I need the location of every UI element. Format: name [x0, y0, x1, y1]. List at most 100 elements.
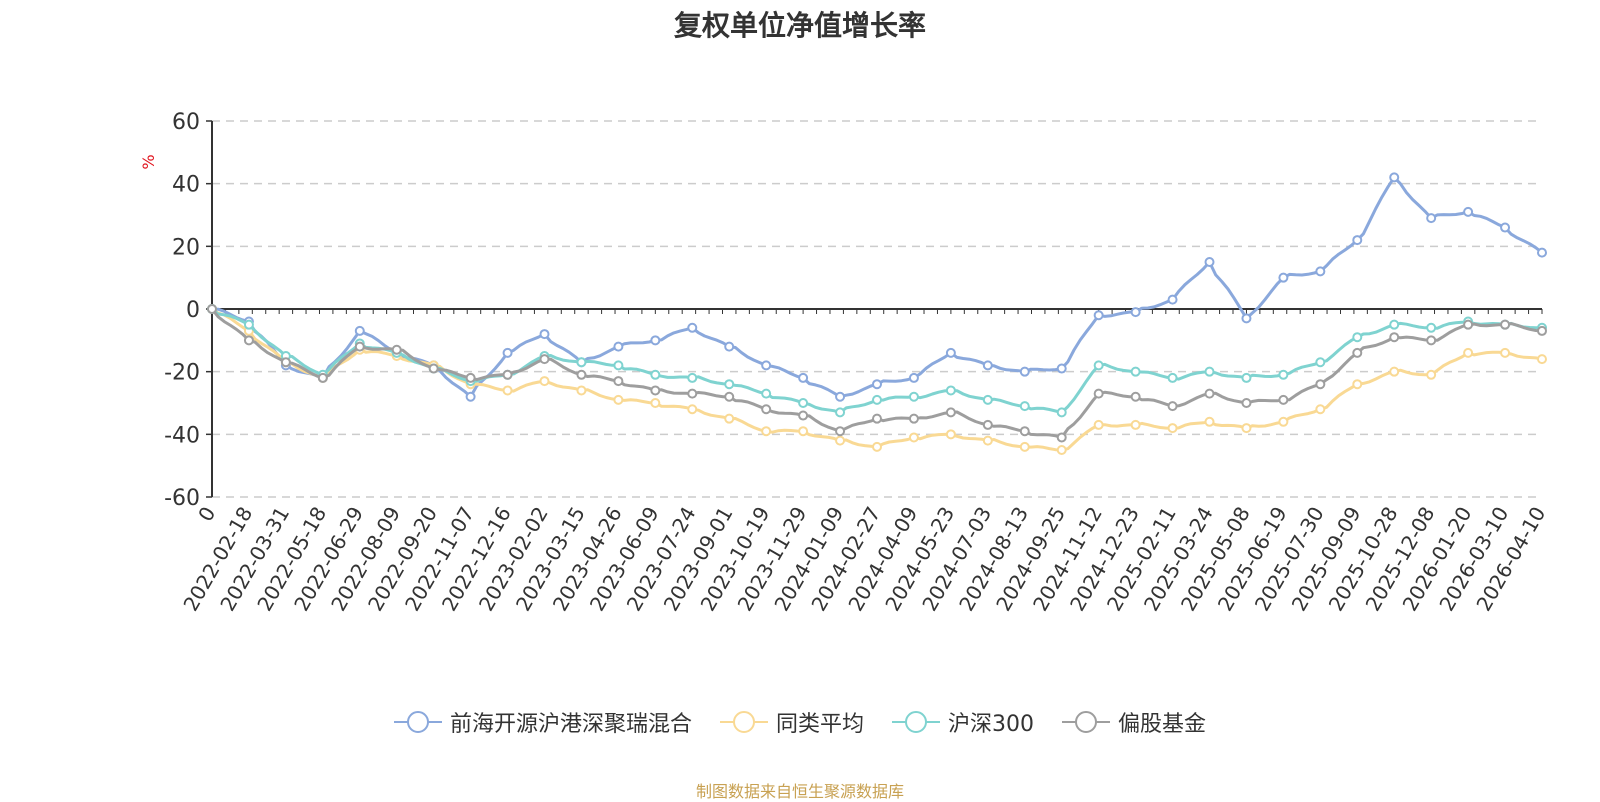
data-point-peer — [1389, 366, 1400, 377]
legend-item-hs300[interactable]: 沪深300 — [892, 706, 1034, 738]
data-point-equity — [1389, 332, 1400, 343]
data-point-fund — [798, 372, 809, 383]
data-point-equity — [354, 341, 365, 352]
legend-peer-marker-icon — [719, 711, 768, 733]
data-point-equity — [207, 304, 217, 314]
data-point-hs300 — [724, 379, 735, 390]
data-point-fund — [1352, 235, 1363, 246]
data-point-peer — [835, 435, 846, 446]
y-tick-label: -60 — [164, 486, 200, 511]
data-point-equity — [761, 404, 772, 415]
data-point-equity — [613, 376, 624, 387]
data-point-peer — [1352, 379, 1363, 390]
data-point-fund — [761, 360, 772, 371]
data-point-fund — [1167, 294, 1178, 305]
data-point-peer — [1056, 445, 1067, 455]
data-point-fund — [835, 391, 846, 402]
data-point-fund — [687, 322, 698, 333]
data-point-equity — [908, 413, 919, 424]
data-point-fund — [613, 341, 624, 352]
data-point-equity — [1241, 398, 1252, 408]
data-point-hs300 — [1093, 360, 1104, 371]
data-point-equity — [539, 354, 550, 365]
data-point-hs300 — [945, 385, 956, 396]
data-point-equity — [428, 363, 439, 374]
data-point-equity — [982, 419, 993, 430]
axis-layer: -60-40-20020406002022-02-182022-03-31202… — [164, 110, 1550, 615]
data-point-peer — [1500, 347, 1511, 358]
data-point-fund — [1093, 310, 1104, 321]
data-point-equity — [1463, 319, 1474, 330]
data-point-equity — [280, 357, 291, 368]
data-point-fund — [1389, 172, 1400, 183]
data-point-peer — [687, 404, 698, 415]
legend-item-equity[interactable]: 偏股基金 — [1062, 706, 1206, 738]
x-tick-label: 0 — [193, 503, 220, 526]
data-point-hs300 — [908, 391, 919, 402]
data-point-hs300 — [576, 357, 587, 368]
data-point-equity — [576, 369, 587, 380]
legend-hs300-marker-icon — [892, 711, 940, 733]
data-point-equity — [1019, 426, 1030, 437]
legend-item-fund[interactable]: 前海开源沪港深聚瑞混合 — [393, 706, 692, 738]
y-tick-label: 40 — [172, 173, 200, 198]
data-point-fund — [1463, 206, 1474, 217]
data-point-fund — [982, 360, 993, 371]
data-point-peer — [1204, 416, 1215, 427]
data-point-equity — [317, 372, 328, 383]
data-point-hs300 — [687, 372, 698, 383]
legend-equity-label: 偏股基金 — [1118, 712, 1207, 737]
grid-layer — [212, 120, 1542, 498]
data-point-fund — [1278, 272, 1289, 283]
data-point-hs300 — [613, 360, 624, 371]
data-point-equity — [243, 335, 254, 346]
data-point-fund — [908, 372, 919, 383]
data-point-equity — [1500, 319, 1511, 330]
data-point-equity — [1056, 432, 1067, 443]
data-point-hs300 — [243, 319, 254, 330]
data-point-hs300 — [1426, 322, 1437, 333]
data-point-fund — [1130, 307, 1141, 318]
data-point-peer — [1537, 354, 1547, 365]
data-point-peer — [872, 441, 882, 452]
data-point-equity — [798, 410, 809, 421]
data-point-equity — [650, 385, 661, 396]
data-point-peer — [1463, 347, 1474, 358]
data-point-equity — [1167, 401, 1178, 412]
data-point-peer — [502, 385, 513, 396]
data-point-fund — [539, 329, 550, 340]
legend-item-peer[interactable]: 同类平均 — [719, 706, 864, 738]
data-point-hs300 — [1389, 319, 1400, 330]
data-point-peer — [724, 413, 735, 424]
data-point-equity — [835, 426, 846, 437]
data-point-hs300 — [835, 407, 846, 418]
data-point-equity — [687, 388, 698, 399]
data-point-fund — [872, 379, 882, 390]
data-point-peer — [1315, 404, 1326, 415]
data-point-peer — [1019, 441, 1030, 452]
data-point-fund — [354, 325, 365, 336]
data-point-equity — [945, 407, 956, 418]
data-point-equity — [1130, 391, 1141, 402]
data-point-equity — [502, 369, 513, 380]
data-point-peer — [945, 429, 956, 440]
data-point-hs300 — [1056, 407, 1067, 418]
data-point-equity — [724, 391, 735, 402]
data-point-peer — [1426, 369, 1437, 380]
data-point-hs300 — [1019, 401, 1030, 412]
legend: 前海开源沪港深聚瑞混合 同类平均 沪深300 偏股基金 — [0, 706, 1600, 738]
data-point-fund — [1315, 266, 1326, 277]
data-point-equity — [1537, 325, 1547, 336]
data-point-equity — [1315, 379, 1326, 390]
y-tick-label: -20 — [164, 361, 200, 386]
data-point-fund — [1537, 247, 1547, 258]
data-point-hs300 — [650, 369, 661, 380]
data-point-peer — [650, 398, 661, 408]
y-tick-label: -40 — [164, 423, 200, 448]
data-source-note: 制图数据来自恒生聚源数据库 — [695, 782, 904, 801]
data-point-peer — [908, 432, 919, 443]
legend-hs300-label: 沪深300 — [948, 712, 1034, 737]
data-point-hs300 — [1130, 366, 1141, 377]
data-point-fund — [1500, 222, 1511, 233]
